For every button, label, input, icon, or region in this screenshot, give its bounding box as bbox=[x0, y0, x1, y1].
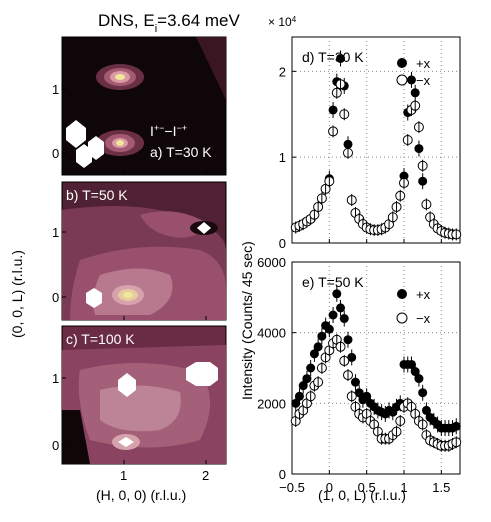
x-tick-label: 1 bbox=[400, 480, 407, 495]
map-panel-c: 1 0 1 2 c) T=100 K bbox=[52, 325, 227, 483]
data-point-plus-x bbox=[410, 88, 420, 98]
data-point-plus-x bbox=[302, 374, 312, 384]
chart-d-legend-marker-minus bbox=[396, 74, 408, 86]
data-point-plus-x bbox=[414, 374, 424, 384]
chart-e-legend-minus: −x bbox=[416, 311, 431, 326]
y-tick-label: 2000 bbox=[257, 396, 286, 411]
map-b-ytick-1: 1 bbox=[52, 225, 59, 240]
map-panel-b: 1 0 b) T=50 K bbox=[52, 181, 227, 321]
data-point-plus-x bbox=[350, 377, 360, 387]
chart-e-legend-marker-plus bbox=[397, 289, 407, 299]
chart-d-legend-plus: +x bbox=[416, 56, 431, 71]
chart-d-legend-minus: −x bbox=[416, 73, 431, 88]
data-point-plus-x bbox=[343, 139, 353, 149]
map-a-label: a) T=30 K bbox=[150, 144, 212, 160]
data-point-plus-x bbox=[414, 144, 424, 154]
data-point-plus-x bbox=[328, 105, 338, 115]
map-ylabel: (0, 0, L) (r.l.u.) bbox=[9, 250, 25, 338]
y-tick-label: 6000 bbox=[257, 255, 286, 270]
data-point-plus-x bbox=[298, 381, 308, 391]
data-point-plus-x bbox=[399, 171, 409, 181]
data-point-plus-x bbox=[309, 349, 319, 359]
map-xlabel: (H, 0, 0) (r.l.u.) bbox=[96, 487, 186, 503]
chart-d-scale: × 104 bbox=[268, 15, 297, 30]
map-c-ytick-1: 1 bbox=[52, 371, 59, 386]
map-b-label: b) T=50 K bbox=[66, 187, 128, 203]
chart-e-points bbox=[290, 285, 462, 452]
data-point-plus-x bbox=[324, 324, 334, 334]
chart-e-legend-marker-minus bbox=[396, 312, 408, 324]
chart-e-title: e) T=50 K bbox=[302, 274, 364, 290]
data-point-plus-x bbox=[406, 359, 416, 369]
figure-title: DNS, Ei=3.64 meV bbox=[98, 11, 240, 35]
data-point-plus-x bbox=[347, 352, 357, 362]
map-a-annotation: I+−−I−+ bbox=[150, 123, 187, 139]
data-point-plus-x bbox=[343, 335, 353, 345]
chart-d-ticks: 0 1 2 bbox=[279, 64, 442, 251]
data-point-plus-x bbox=[306, 363, 316, 373]
data-point-plus-x bbox=[291, 398, 301, 408]
chart-d-legend-marker-plus bbox=[397, 58, 407, 68]
data-point-plus-x bbox=[418, 176, 428, 186]
map-panel-a: 1 0 I+−−I−+ a) T=30 K bbox=[52, 36, 227, 176]
map-a-ytick-0: 0 bbox=[52, 146, 59, 161]
map-a-ytick-1: 1 bbox=[52, 82, 59, 97]
x-tick-label: 0 bbox=[326, 480, 333, 495]
chart-xlabel: (1, 0, L) (r.l.u.) bbox=[318, 487, 406, 503]
map-b-ytick-0: 0 bbox=[52, 290, 59, 305]
y-tick-label: 1 bbox=[279, 150, 286, 165]
chart-e-legend-plus: +x bbox=[416, 287, 431, 302]
x-tick-label: 0.5 bbox=[358, 480, 376, 495]
chart-d: 0 1 2 × 104 d) T=30 K +x −x bbox=[268, 15, 462, 251]
data-point-plus-x bbox=[362, 391, 372, 401]
data-point-plus-x bbox=[294, 391, 304, 401]
y-tick-label: 0 bbox=[279, 467, 286, 482]
data-point-plus-x bbox=[313, 342, 323, 352]
map-c-xtick-2: 2 bbox=[202, 468, 209, 483]
data-point-plus-x bbox=[339, 314, 349, 324]
data-point-plus-x bbox=[354, 388, 364, 398]
x-tick-label: −0.5 bbox=[279, 480, 305, 495]
data-point-plus-x bbox=[332, 289, 342, 299]
data-point-plus-x bbox=[336, 303, 346, 313]
y-tick-label: 4000 bbox=[257, 326, 286, 341]
map-c-xtick-1: 1 bbox=[120, 468, 127, 483]
data-point-plus-x bbox=[418, 388, 428, 398]
chart-d-points bbox=[290, 50, 462, 241]
map-c-ytick-0: 0 bbox=[52, 438, 59, 453]
data-point-plus-x bbox=[406, 75, 416, 85]
data-point-plus-x bbox=[410, 367, 420, 377]
data-point-plus-x bbox=[451, 421, 461, 431]
data-point-plus-x bbox=[328, 310, 338, 320]
data-point-plus-x bbox=[317, 331, 327, 341]
map-c-label: c) T=100 K bbox=[66, 331, 135, 347]
chart-d-title: d) T=30 K bbox=[302, 49, 364, 65]
y-tick-label: 2 bbox=[279, 64, 286, 79]
data-point-plus-x bbox=[336, 53, 346, 63]
chart-ylabel: Intensity (Counts/ 45 sec) bbox=[239, 241, 255, 400]
chart-d-grid bbox=[292, 37, 460, 243]
y-tick-label: 0 bbox=[279, 236, 286, 251]
x-tick-label: 1.5 bbox=[432, 480, 450, 495]
data-point-plus-x bbox=[421, 405, 431, 415]
